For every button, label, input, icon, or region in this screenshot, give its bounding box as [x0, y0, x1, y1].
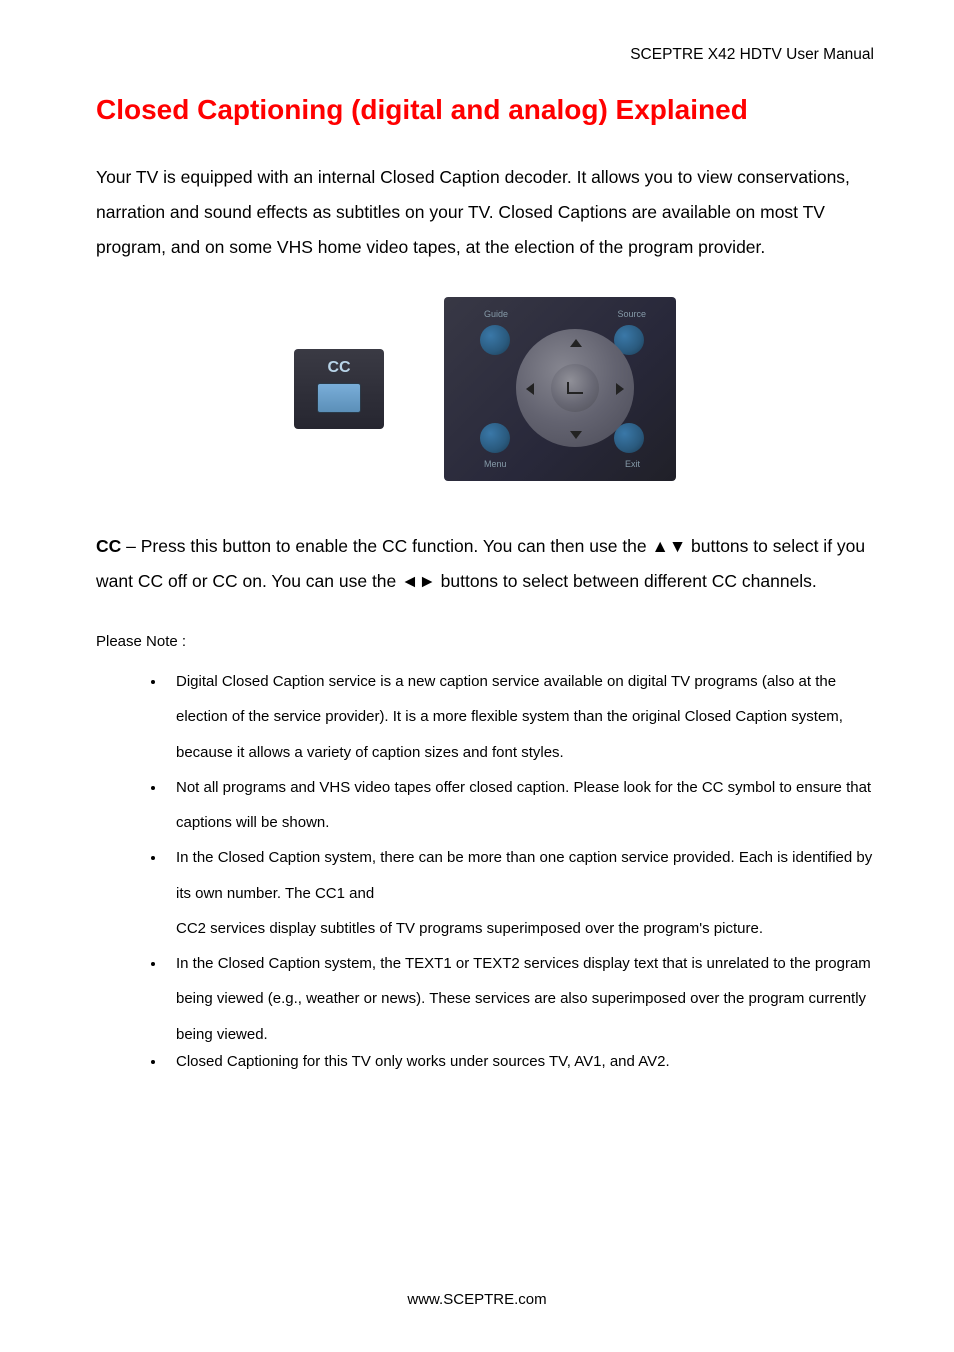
dpad-photo: Guide Source Menu Exit [444, 297, 676, 481]
cc-explanation: CC – Press this button to enable the CC … [96, 529, 874, 599]
note-text: In the Closed Caption system, there can … [176, 849, 872, 901]
dpad-menu-label: Menu [484, 459, 507, 469]
arrow-left-icon [526, 383, 534, 395]
note-item: In the Closed Caption system, the TEXT1 … [166, 946, 874, 1052]
arrow-up-icon [570, 339, 582, 347]
notes-list: Digital Closed Caption service is a new … [96, 664, 874, 1074]
dpad-guide-label: Guide [484, 309, 508, 319]
arrow-down-icon [570, 431, 582, 439]
dpad-exit-label: Exit [625, 459, 640, 469]
dpad-guide-button [480, 325, 510, 355]
please-note-label: Please Note : [96, 633, 874, 650]
cc-explain-text: – Press this button to enable the CC fun… [96, 536, 865, 591]
footer-url: www.SCEPTRE.com [0, 1291, 954, 1308]
note-item: Digital Closed Caption service is a new … [166, 664, 874, 770]
note-item: In the Closed Caption system, there can … [166, 840, 874, 946]
note-item: Closed Captioning for this TV only works… [166, 1050, 874, 1074]
enter-icon [567, 382, 583, 394]
arrow-right-icon [616, 383, 624, 395]
image-row: CC Guide Source Menu Exit [96, 297, 874, 481]
note-item: Not all programs and VHS video tapes off… [166, 770, 874, 841]
note-cc2-line: CC2 services display subtitles of TV pro… [176, 911, 874, 946]
page-title: Closed Captioning (digital and analog) E… [96, 94, 874, 126]
header-product: SCEPTRE X42 HDTV User Manual [630, 46, 874, 64]
cc-bold-label: CC [96, 536, 121, 556]
cc-button-key [317, 383, 361, 413]
cc-button-label: CC [327, 359, 350, 377]
dpad-menu-button [480, 423, 510, 453]
dpad-source-label: Source [617, 309, 646, 319]
dpad-enter-button [551, 364, 599, 412]
cc-button-photo: CC [294, 349, 384, 429]
intro-paragraph: Your TV is equipped with an internal Clo… [96, 160, 874, 265]
